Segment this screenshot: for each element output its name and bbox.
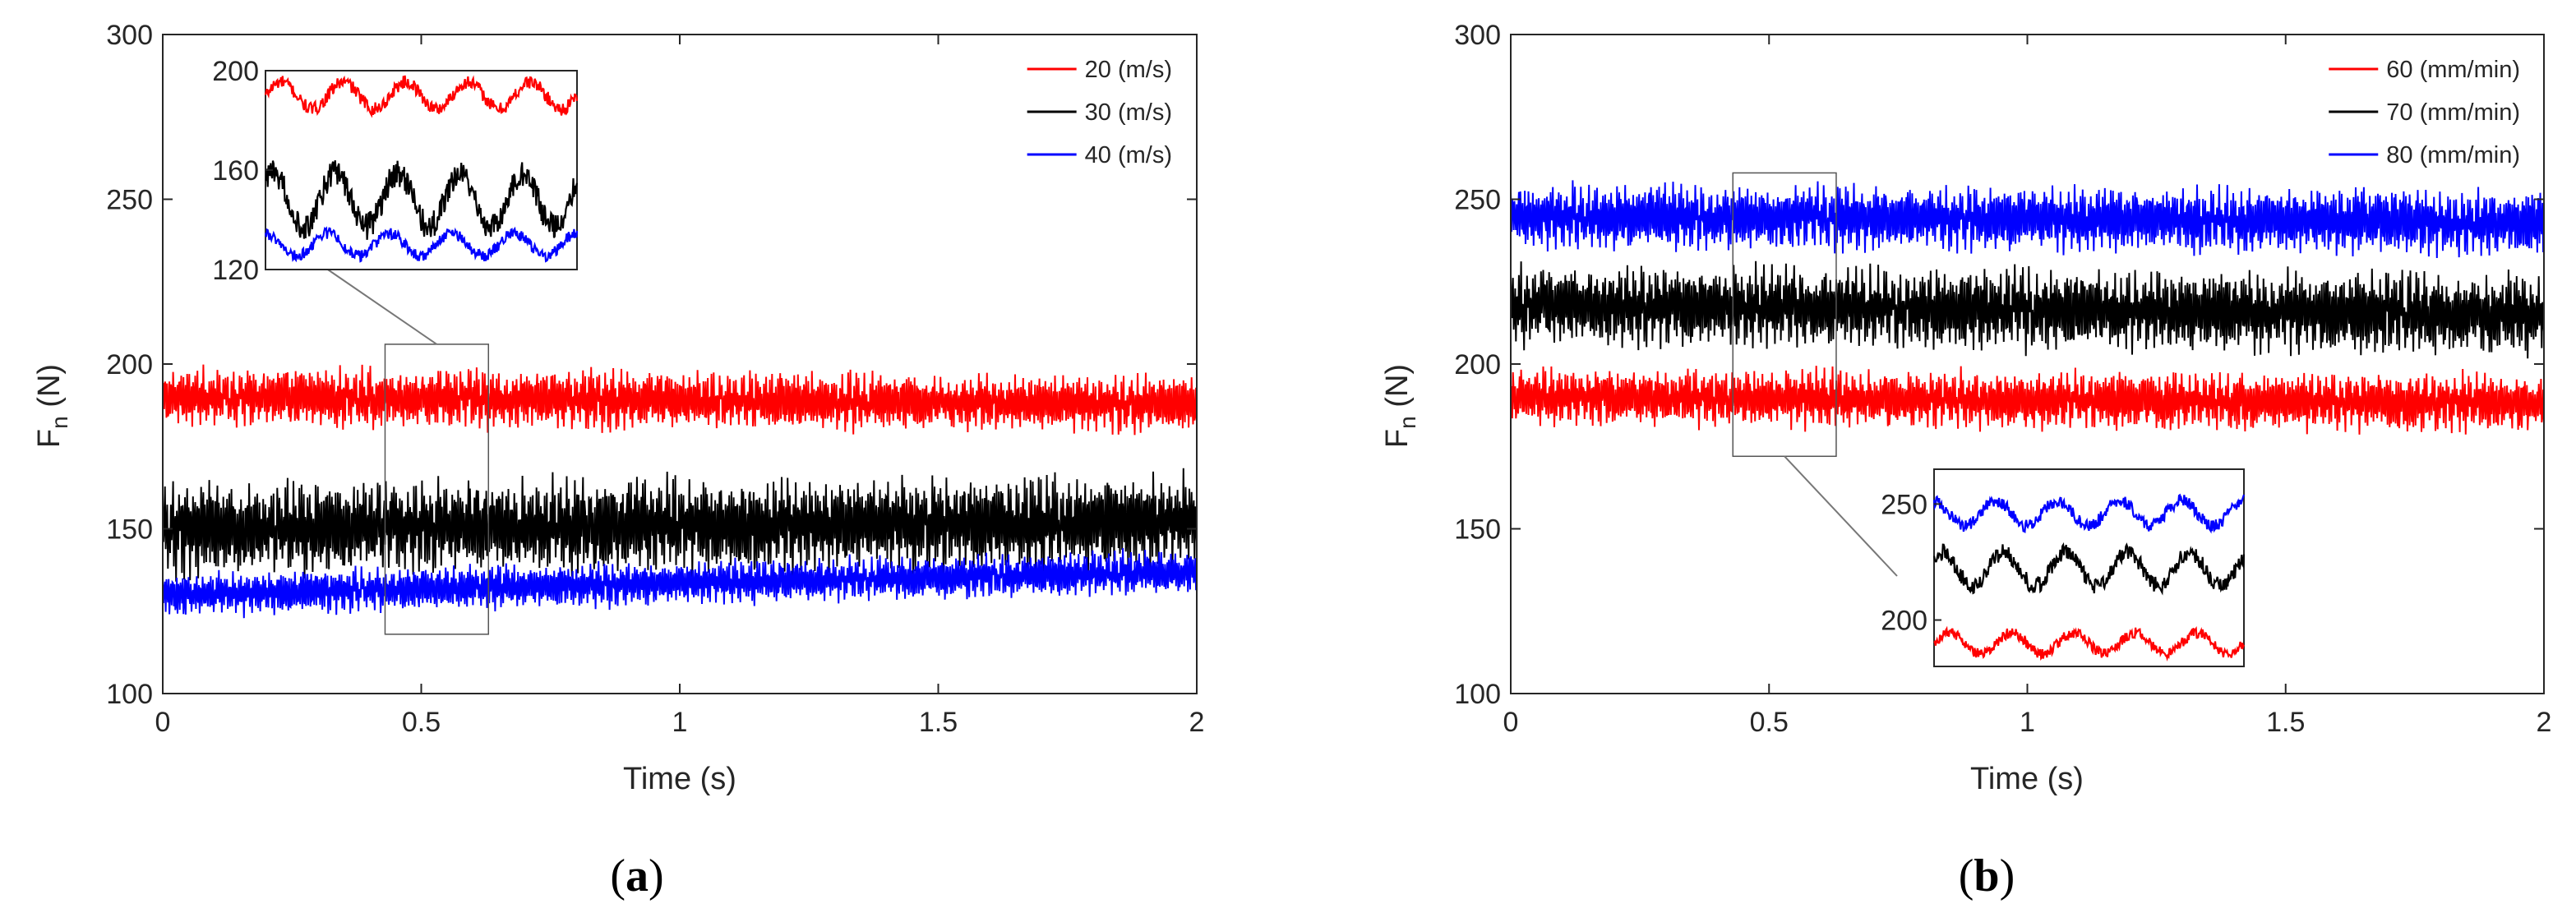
panel-a-ytick-label: 100: [106, 679, 153, 710]
panel-b-xtick-label: 1: [2020, 707, 2035, 738]
panel-b-legend-label-2: 70 (mm/min): [2386, 99, 2520, 126]
panel-a-xtick-label: 2: [1189, 707, 1205, 738]
panel-a-zoom: 120 160 200: [212, 56, 579, 635]
panel-b-legend-label-1: 60 (mm/min): [2386, 57, 2520, 83]
panel-a-inset-series-2-line: [265, 160, 579, 240]
panel-b-zoom-connector: [1784, 455, 1898, 577]
panel-a-inset-ytick-label: 160: [212, 155, 259, 187]
panel-a-legend-label-2: 30 (m/s): [1085, 99, 1172, 126]
panel-b-ylabel-space: [1380, 408, 1415, 417]
panel-b-series-3-line: [1510, 180, 2545, 259]
panel-b-ylabel-sub: n: [1395, 416, 1420, 429]
panel-b-xtick-label: 0.5: [1750, 707, 1789, 738]
panel-b-ticks: 0 0.5 1 1.5 2 100 150 200 250 300: [1454, 20, 2551, 738]
panel-b-label-letter: b: [1974, 851, 1999, 901]
panel-a-inset-series-1-line: [264, 75, 579, 118]
panel-a-ytick-label: 150: [106, 514, 153, 546]
panel-b-zoom: 200 250: [1732, 172, 2246, 667]
panel-b-ytick-label: 250: [1454, 185, 1501, 216]
panel-b-legend-label-3: 80 (mm/min): [2386, 142, 2520, 168]
panel-b-series-layer: [1510, 180, 2545, 435]
panel-b-xtick-label: 1.5: [2266, 707, 2305, 738]
panel-b-ytick-label: 300: [1454, 20, 1501, 51]
panel-a-ylabel-space: [32, 408, 67, 417]
panel-a-series-1-line: [162, 364, 1198, 436]
panel-b-inset-series-1-line: [1933, 625, 2246, 662]
panel-a-ticks: 0 0.5 1 1.5 2 100 150 200 250 300: [106, 20, 1204, 738]
panel-b-ylabel-unit: (N): [1380, 364, 1415, 408]
panel-a-ylabel-main: F: [32, 429, 67, 448]
panel-a-xlabel: Time (s): [623, 762, 736, 796]
panel-b-inset-series-3-line: [1932, 493, 2246, 534]
panel-a-series-layer: [162, 364, 1198, 619]
panel-a-inset-ytick-label: 200: [212, 56, 259, 87]
panel-b-xlabel: Time (s): [1970, 762, 2084, 796]
panel-a-legend-label-3: 40 (m/s): [1085, 142, 1172, 168]
panel-a-ylabel: Fn (N): [32, 364, 72, 448]
panel-a-series-2-line: [162, 468, 1198, 582]
panel-b-legend: 60 (mm/min) 70 (mm/min) 80 (mm/min): [2329, 57, 2520, 168]
panel-a-label: (a): [610, 851, 663, 901]
panel-a-zoom-connector: [327, 269, 437, 345]
panel-b-series-1-line: [1510, 366, 2545, 435]
panel-a-label-letter: a: [626, 851, 649, 901]
panel-b-label: (b): [1959, 851, 2015, 901]
panel-a-ylabel-sub: n: [47, 416, 72, 429]
panel-a-series-3-line: [162, 547, 1198, 619]
panel-b-ylabel-main: F: [1380, 429, 1415, 448]
panel-a-ytick-label: 300: [106, 20, 153, 51]
panel-a-ylabel-unit: (N): [32, 364, 67, 408]
panel-a-xtick-label: 0.5: [402, 707, 441, 738]
panel-b-ytick-label: 200: [1454, 349, 1501, 380]
panel-b-ylabel: Fn (N): [1380, 364, 1420, 448]
panel-b-xtick-label: 2: [2537, 707, 2552, 738]
panel-a-ytick-label: 200: [106, 349, 153, 380]
panel-a-legend: 20 (m/s) 30 (m/s) 40 (m/s): [1027, 57, 1172, 168]
panel-b-inset-series-2-line: [1932, 542, 2246, 596]
panel-a-inset-ytick-label: 120: [212, 255, 259, 286]
panel-b: 0 0.5 1 1.5 2 100 150 200 250 300 200 250 60 (mm/m…: [1380, 20, 2551, 901]
panel-a-ytick-label: 250: [106, 185, 153, 216]
panel-b-series-2-line: [1510, 260, 2545, 359]
panel-b-ytick-label: 150: [1454, 514, 1501, 546]
panel-a-inset-series-3-line: [264, 226, 579, 263]
panel-a-legend-label-1: 20 (m/s): [1085, 57, 1172, 83]
panel-a-xtick-label: 1.5: [919, 707, 958, 738]
panel-b-zoom-box: [1732, 172, 1837, 458]
panel-b-xtick-label: 0: [1503, 707, 1519, 738]
panel-a-xtick-label: 0: [155, 707, 171, 738]
panel-b-inset-ytick-label: 200: [1881, 606, 1927, 637]
panel-a: 0 0.5 1 1.5 2 100 150 200 250 300 120 160 200 20 (m…: [32, 20, 1204, 901]
panel-b-ytick-label: 100: [1454, 679, 1501, 710]
panel-b-inset-ytick-label: 250: [1881, 489, 1927, 520]
panel-a-xtick-label: 1: [672, 707, 688, 738]
